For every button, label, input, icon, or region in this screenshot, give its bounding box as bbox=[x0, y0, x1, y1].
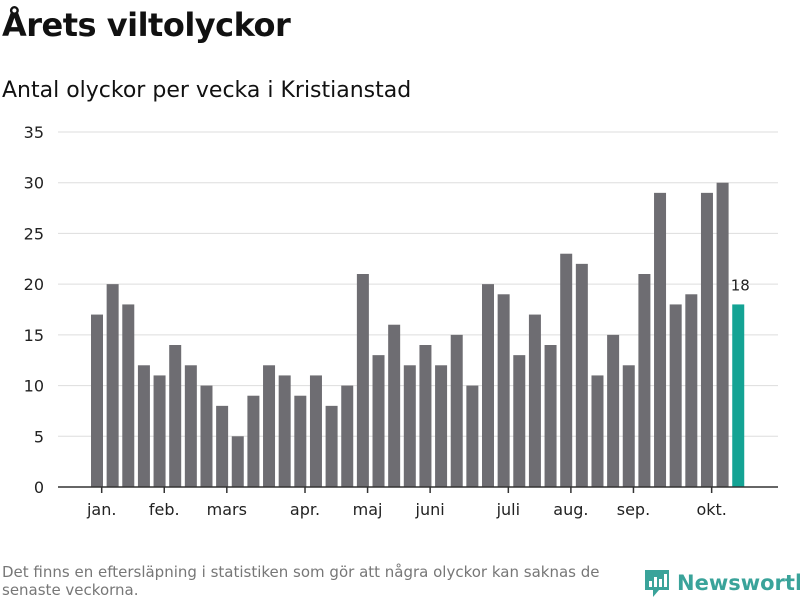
bar bbox=[153, 375, 166, 487]
y-tick-label: 20 bbox=[24, 275, 44, 294]
bar bbox=[91, 314, 103, 487]
x-tick-label: maj bbox=[353, 500, 383, 519]
y-tick-label: 0 bbox=[34, 478, 44, 497]
x-tick-label: sep. bbox=[617, 500, 650, 519]
bar bbox=[638, 274, 651, 487]
y-tick-label: 10 bbox=[24, 377, 44, 396]
y-tick-label: 25 bbox=[24, 224, 44, 243]
bar bbox=[544, 345, 557, 487]
bar bbox=[247, 395, 260, 487]
bar-data-label: 18 bbox=[731, 276, 750, 294]
bar bbox=[716, 182, 729, 487]
bar bbox=[278, 375, 291, 487]
bar bbox=[356, 274, 369, 487]
x-tick-label: okt. bbox=[696, 500, 726, 519]
x-tick-label: aug. bbox=[553, 500, 588, 519]
x-tick-label: mars bbox=[207, 500, 247, 519]
bar bbox=[419, 345, 432, 487]
bar bbox=[435, 365, 448, 487]
bar bbox=[200, 385, 213, 487]
bar bbox=[106, 284, 119, 487]
newsworthy-logo: Newsworthy bbox=[643, 568, 800, 598]
bar bbox=[560, 253, 573, 487]
chart-title: Årets viltolyckor bbox=[2, 6, 291, 44]
bar bbox=[309, 375, 322, 487]
bar bbox=[622, 365, 635, 487]
bar bbox=[591, 375, 604, 487]
y-tick-label: 5 bbox=[34, 427, 44, 446]
bar bbox=[669, 304, 682, 487]
bar bbox=[513, 355, 526, 487]
bar bbox=[341, 385, 354, 487]
bar bbox=[388, 324, 401, 487]
bar bbox=[372, 355, 385, 487]
x-tick-label: apr. bbox=[290, 500, 320, 519]
bar bbox=[685, 294, 698, 487]
bar bbox=[575, 263, 588, 487]
y-tick-label: 15 bbox=[24, 326, 44, 345]
bar bbox=[403, 365, 416, 487]
y-tick-label: 35 bbox=[24, 123, 44, 142]
bar bbox=[482, 284, 494, 487]
brand-name: Newsworthy bbox=[677, 571, 800, 595]
bar bbox=[231, 436, 244, 487]
bar bbox=[325, 405, 338, 487]
bar bbox=[497, 294, 510, 487]
bar bbox=[607, 334, 620, 487]
highlighted-bar bbox=[732, 304, 745, 487]
x-tick-label: feb. bbox=[149, 500, 180, 519]
bar bbox=[263, 365, 276, 487]
chart-subtitle: Antal olyckor per vecka i Kristianstad bbox=[2, 78, 412, 103]
x-tick-label: jan. bbox=[86, 500, 116, 519]
y-tick-label: 30 bbox=[24, 174, 44, 193]
bar bbox=[216, 405, 229, 487]
bar bbox=[137, 365, 150, 487]
bar bbox=[184, 365, 197, 487]
bar bbox=[654, 192, 667, 487]
bar bbox=[122, 304, 135, 487]
bar bbox=[700, 192, 713, 487]
x-tick-label: juni bbox=[415, 500, 445, 519]
bar bbox=[466, 385, 479, 487]
footnote: Det finns en eftersläpning i statistiken… bbox=[2, 563, 600, 599]
bar bbox=[169, 345, 182, 487]
bar bbox=[294, 395, 307, 487]
bar bbox=[450, 334, 463, 487]
newsworthy-logo-icon bbox=[645, 570, 669, 597]
bar bbox=[528, 314, 541, 487]
x-tick-label: juli bbox=[496, 500, 520, 519]
